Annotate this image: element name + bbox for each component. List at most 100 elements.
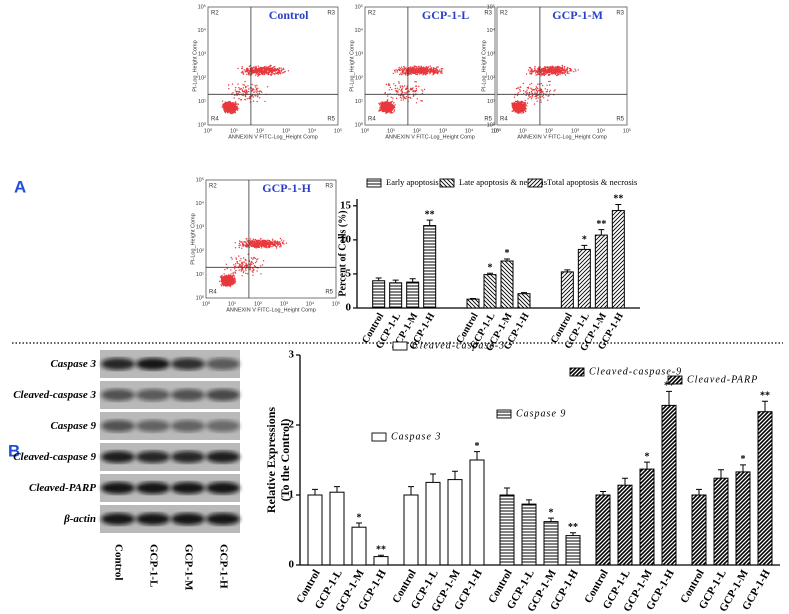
event-dot — [287, 70, 290, 72]
event-dot — [241, 247, 243, 249]
event-dot — [399, 94, 402, 97]
event-dot — [252, 70, 254, 72]
event-dot — [424, 70, 427, 72]
event-dot — [272, 243, 274, 246]
event-dot — [530, 98, 533, 100]
y-tick-label: 10⁰ — [355, 121, 364, 128]
event-dot — [398, 81, 400, 83]
event-dot — [237, 83, 239, 85]
event-dot — [549, 89, 551, 92]
event-dot — [227, 280, 230, 282]
event-dot — [223, 106, 225, 108]
event-dot — [517, 108, 520, 111]
event-dot — [530, 87, 532, 89]
y-tick-label: 10⁰ — [487, 121, 496, 128]
panel-label: A — [14, 177, 26, 196]
event-dot — [383, 108, 385, 111]
event-dot — [389, 86, 392, 89]
event-dot — [390, 96, 392, 99]
event-dot — [422, 70, 424, 72]
event-dot — [430, 69, 432, 72]
event-dot — [274, 66, 276, 68]
event-dot — [247, 73, 250, 76]
event-dot — [546, 84, 548, 87]
event-dot — [254, 74, 257, 76]
event-dot — [430, 71, 433, 73]
event-dot — [547, 68, 550, 71]
x-tick-label: 10¹ — [230, 128, 238, 134]
event-dot — [401, 70, 404, 72]
event-dot — [547, 99, 549, 101]
event-dot — [553, 71, 555, 74]
quadrant-label: R3 — [484, 11, 492, 17]
event-dot — [516, 107, 519, 109]
event-dot — [232, 283, 235, 285]
event-dot — [245, 244, 247, 247]
event-dot — [547, 67, 549, 69]
event-dot — [254, 84, 256, 87]
event-dot — [389, 111, 391, 114]
event-dot — [273, 73, 276, 75]
event-dot — [234, 247, 237, 249]
event-dot — [569, 69, 571, 72]
event-dot — [254, 67, 256, 70]
event-dot — [521, 108, 523, 110]
event-dot — [259, 97, 261, 99]
event-dot — [390, 111, 392, 113]
event-dot — [540, 92, 543, 94]
event-dot — [512, 103, 514, 105]
event-dot — [262, 71, 264, 73]
event-dot — [396, 71, 398, 73]
quadrant-label: R5 — [327, 117, 335, 123]
event-dot — [554, 70, 556, 72]
quadrant-label: R4 — [368, 117, 376, 123]
event-dot — [233, 111, 235, 114]
event-dot — [400, 72, 402, 74]
event-dot — [542, 70, 545, 73]
event-dot — [266, 86, 269, 88]
event-dot — [235, 103, 237, 105]
event-dot — [543, 74, 546, 77]
event-dot — [229, 103, 231, 106]
event-dot — [415, 88, 418, 90]
event-dot — [403, 67, 405, 69]
event-dot — [404, 92, 406, 94]
event-dot — [526, 105, 528, 107]
event-dot — [529, 73, 532, 75]
event-dot — [527, 98, 529, 100]
event-dot — [257, 73, 260, 75]
event-dot — [520, 105, 522, 107]
event-dot — [564, 71, 566, 73]
event-dot — [397, 90, 399, 92]
event-dot — [403, 97, 405, 100]
event-dot — [421, 89, 423, 91]
event-dot — [238, 246, 240, 249]
event-dot — [423, 67, 425, 69]
event-dot — [258, 92, 260, 95]
event-dot — [272, 70, 274, 73]
x-axis-label: ANNEXIN V FITC-Log_Height Comp — [228, 134, 318, 140]
event-dot — [231, 112, 234, 114]
event-dot — [224, 112, 227, 114]
event-dot — [278, 246, 281, 248]
y-tick-label: 10¹ — [355, 99, 363, 105]
event-dot — [437, 66, 439, 68]
event-dot — [399, 96, 402, 99]
x-tick-label: 10⁴ — [308, 127, 317, 134]
event-dot — [417, 71, 419, 73]
event-dot — [415, 81, 417, 83]
event-dot — [408, 69, 410, 71]
event-dot — [396, 90, 398, 93]
event-dot — [546, 89, 549, 91]
event-dot — [242, 87, 245, 89]
quadrant-label: R5 — [484, 117, 492, 123]
event-dot — [522, 106, 524, 109]
event-dot — [248, 70, 251, 73]
y-tick-label: 10⁵ — [355, 3, 363, 10]
event-dot — [405, 67, 407, 69]
quadrant-label: R4 — [211, 117, 219, 123]
event-dot — [414, 90, 417, 92]
event-dot — [278, 67, 280, 69]
event-dot — [281, 72, 284, 74]
event-dot — [284, 70, 286, 73]
